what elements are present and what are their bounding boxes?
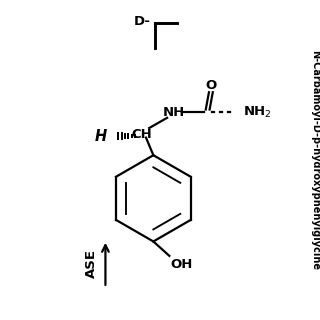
Text: ASE: ASE [85,249,99,278]
Text: OH: OH [170,259,192,271]
Text: NH: NH [163,106,185,119]
Text: N-Carbamoyl-D-p-hydroxyphenylglycine: N-Carbamoyl-D-p-hydroxyphenylglycine [310,50,320,270]
Text: CH: CH [132,128,153,141]
Text: D-: D- [134,14,151,28]
Text: H: H [95,129,107,144]
Text: NH$_2$: NH$_2$ [244,105,272,120]
Text: O: O [205,79,217,92]
